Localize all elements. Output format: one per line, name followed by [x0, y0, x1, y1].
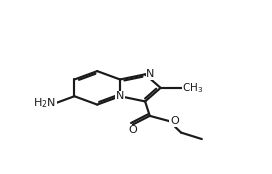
- Text: CH$_3$: CH$_3$: [182, 81, 203, 95]
- Text: N: N: [146, 69, 154, 79]
- Text: H$_2$N: H$_2$N: [33, 96, 56, 110]
- Text: N: N: [116, 91, 124, 101]
- Text: O: O: [170, 116, 179, 126]
- Text: O: O: [129, 125, 137, 135]
